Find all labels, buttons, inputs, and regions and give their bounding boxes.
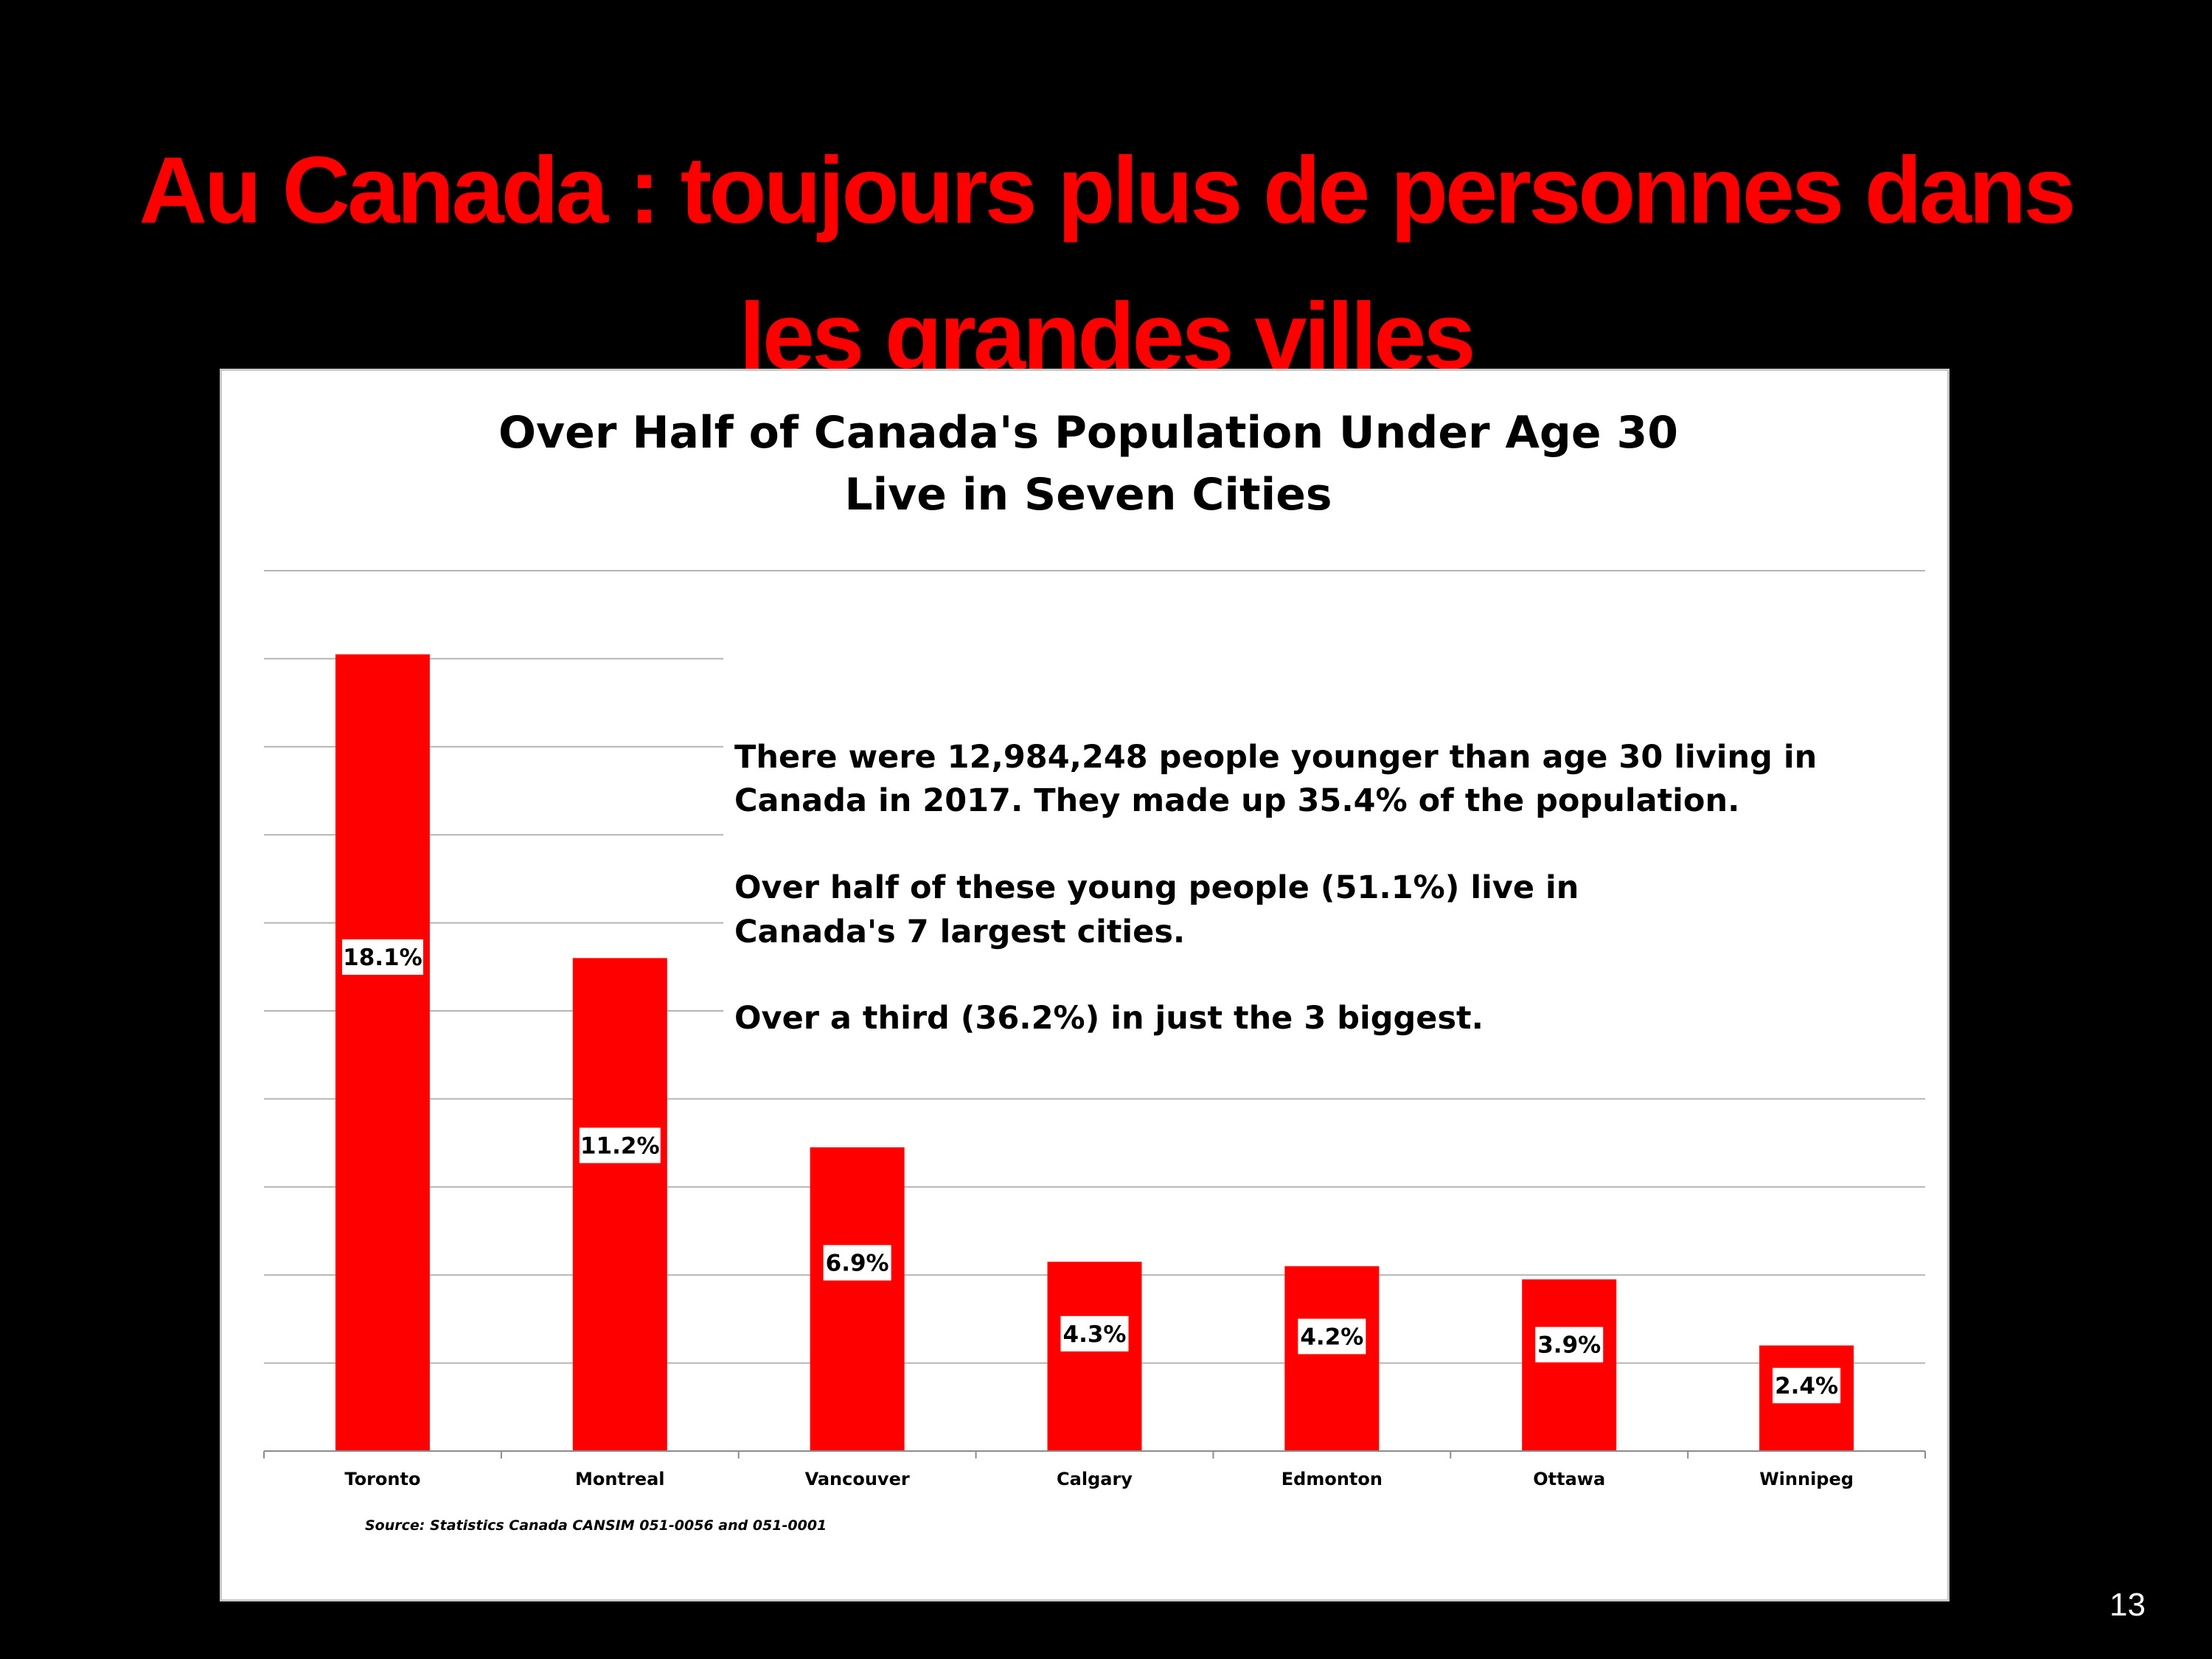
annotation-line: Canada's 7 largest cities. <box>734 914 1185 950</box>
data-label: 2.4% <box>1775 1373 1838 1399</box>
annotation-line: Canada in 2017. They made up 35.4% of th… <box>734 782 1739 819</box>
x-tick-label: Winnipeg <box>1759 1469 1854 1489</box>
annotation-line: Over half of these young people (51.1%) … <box>734 869 1579 906</box>
x-tick-label: Vancouver <box>805 1469 910 1489</box>
gridlines <box>264 570 1925 1364</box>
bar-chart: Over Half of Canada's Population Under A… <box>263 407 1926 1534</box>
chart-panel: Over Half of Canada's Population Under A… <box>220 369 1950 1601</box>
page-number: 13 <box>2110 1587 2146 1623</box>
data-label-box <box>1535 1326 1604 1363</box>
slide-title-line-1: Au Canada : toujours plus de personnes d… <box>139 138 2076 243</box>
data-label-box <box>579 1127 661 1164</box>
data-label-box <box>1298 1318 1366 1354</box>
bar-vancouver <box>810 1147 905 1451</box>
annotation-line: Over a third (36.2%) in just the 3 bigge… <box>734 1000 1484 1037</box>
x-axis: Toronto Montreal Vancouver Calgary Edmonton O… <box>263 1450 1926 1489</box>
data-label-box <box>341 939 423 975</box>
bar-toronto <box>335 654 430 1452</box>
data-label: 6.9% <box>826 1251 889 1277</box>
annotation-line: There were 12,984,248 people younger tha… <box>734 739 1817 776</box>
chart-title-line-1: Over Half of Canada's Population Under A… <box>498 407 1678 459</box>
data-label: 4.2% <box>1300 1324 1363 1351</box>
data-label-box <box>1773 1368 1841 1404</box>
chart-title-line-2: Live in Seven Cities <box>844 469 1332 521</box>
data-label-box <box>823 1245 891 1281</box>
x-tick-label: Edmonton <box>1281 1469 1382 1489</box>
x-tick-label: Toronto <box>344 1469 420 1489</box>
x-tick-label: Calgary <box>1057 1469 1133 1489</box>
bar-calgary <box>1047 1262 1142 1451</box>
bar-montreal <box>572 958 667 1451</box>
slide-title: Au Canada : toujours plus de personnes d… <box>44 118 2168 410</box>
x-tick-label: Montreal <box>575 1469 664 1489</box>
bar-edmonton <box>1284 1266 1380 1451</box>
x-tick-label: Ottawa <box>1533 1469 1605 1489</box>
data-label: 11.2% <box>580 1133 660 1159</box>
data-label-box <box>1060 1315 1129 1352</box>
data-label: 3.9% <box>1537 1332 1601 1359</box>
data-label: 4.3% <box>1063 1321 1127 1348</box>
data-label: 18.1% <box>343 945 422 971</box>
bar-ottawa <box>1522 1279 1617 1451</box>
chart-source: Source: Statistics Canada CANSIM 051-005… <box>365 1517 827 1534</box>
annotation-text: There were 12,984,248 people younger tha… <box>734 739 1817 1037</box>
bars: 18.1% 11.2% 6.9% 4.3% 4.2% 3.9% 2.4% <box>335 654 1854 1452</box>
